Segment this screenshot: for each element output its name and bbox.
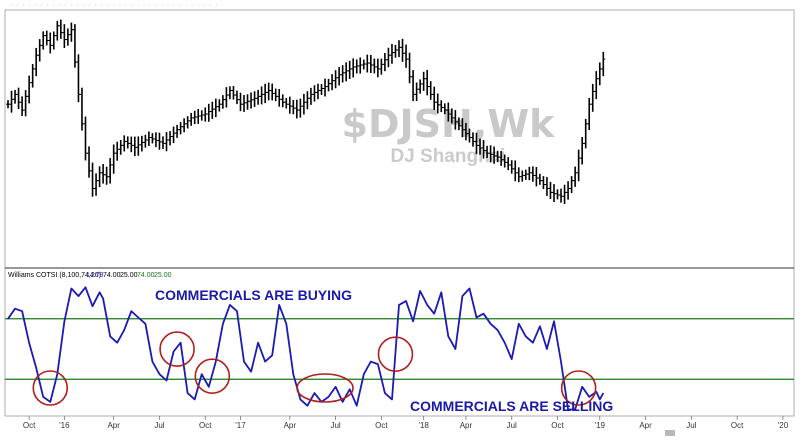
extreme-circle [560, 370, 597, 406]
name-watermark: DJ Shanghai [390, 146, 505, 167]
price-bar [601, 51, 606, 77]
indicator-readout: 25.00 [120, 272, 138, 279]
x-tick-label: '16 [59, 421, 70, 430]
annotation-buying: COMMERCIALS ARE BUYING [155, 287, 352, 303]
indicator-readouts: 14.78 74.00 25.00 74.00 25.00 [86, 272, 172, 279]
extreme-circle [377, 336, 414, 372]
indicator-title: Williams COTSI (8,100,74,26) [8, 272, 101, 279]
x-tick-label: Jul [686, 421, 696, 430]
indicator-readout: 74.00 [103, 272, 121, 279]
x-tick-label: '19 [595, 421, 606, 430]
x-tick-label: Apr [284, 421, 297, 430]
x-tick-label: '20 [778, 421, 789, 430]
x-tick-label: Jul [507, 421, 517, 430]
x-tick-label: Oct [23, 421, 36, 430]
x-axis: Oct '16 Apr Jul Oct '17 Apr Jul Oct '18 Apr Jul Oct '… [23, 416, 789, 430]
extreme-circle [159, 331, 195, 367]
scroll-indicator [665, 430, 675, 436]
extreme-circle [32, 370, 69, 406]
extreme-circle [296, 373, 354, 403]
chart-header-text: · · · · · · · · · · · · · · · · · · · · … [10, 3, 218, 9]
x-tick-label: Jul [330, 421, 340, 430]
x-tick-label: Jul [154, 421, 164, 430]
extreme-circles [32, 331, 597, 406]
indicator-readout: 74.00 [137, 272, 155, 279]
price-bars [6, 19, 606, 204]
indicator-readout: 25.00 [154, 272, 172, 279]
x-tick-label: Oct [375, 421, 388, 430]
x-tick-label: '17 [235, 421, 246, 430]
x-tick-label: '18 [418, 421, 429, 430]
cotsi-line [7, 286, 605, 411]
annotation-selling: COMMERCIALS ARE SELLING [410, 398, 613, 414]
extreme-circle [194, 358, 231, 395]
x-tick-label: Oct [551, 421, 564, 430]
x-tick-label: Apr [639, 421, 652, 430]
x-tick-label: Oct [731, 421, 744, 430]
x-tick-label: Oct [199, 421, 212, 430]
indicator-readout: 14.78 [86, 272, 104, 279]
x-tick-label: Apr [107, 421, 120, 430]
x-tick-label: Apr [460, 421, 473, 430]
